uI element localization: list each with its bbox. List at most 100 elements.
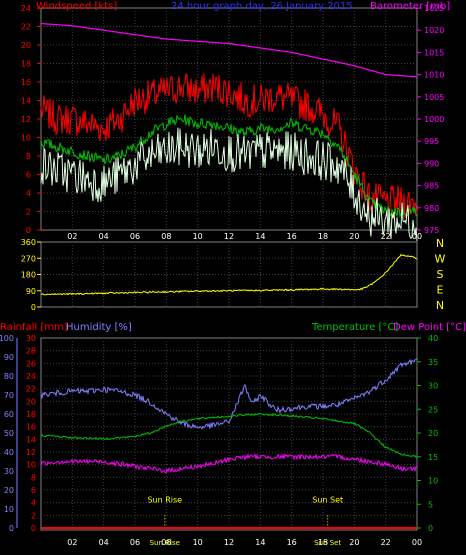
- humidity-tick: 20: [4, 486, 14, 495]
- chart-title: 24 hour graph day, 26 January 2015: [171, 1, 353, 12]
- x-tick-label: 20: [349, 232, 359, 241]
- windspeed-tick: 4: [26, 189, 31, 198]
- compass-label: E: [437, 284, 444, 297]
- compass-label: W: [435, 253, 446, 266]
- panel1-series: [40, 22, 418, 242]
- panel1-x-tick-labels: 02 04 06 08 10 12 14 16 18 20 22 00: [67, 232, 422, 241]
- windspeed-tick: 16: [21, 78, 31, 87]
- humidity-tick: 80: [4, 372, 14, 381]
- humidity-tick: 30: [4, 467, 14, 476]
- humidity-tick: 10: [4, 505, 14, 514]
- temperature-tick-labels: 0 5 10 15 20 25 30 35 40: [428, 334, 438, 533]
- x-tick-label: 02: [67, 538, 77, 547]
- direction-tick-labels: 0 90 180 270 360: [21, 238, 36, 312]
- panel3-x-tick-labels: 02 04 06 08 10 12 14 16 18 20 22 00: [67, 538, 422, 547]
- temperature-tick: 20: [428, 429, 438, 438]
- x-tick-label: 02: [67, 232, 77, 241]
- compass-label: S: [437, 268, 444, 281]
- windspeed-axis-label: Windspeed [kts]: [36, 1, 117, 12]
- temperature-tick: 5: [428, 500, 433, 509]
- temperature-tick: 0: [428, 524, 433, 533]
- barometer-tick: 985: [424, 182, 439, 191]
- rainfall-tick: 2: [31, 511, 36, 520]
- humidity-axis-label: Humidity [%]: [66, 322, 132, 333]
- x-tick-label: 10: [193, 538, 203, 547]
- windspeed-tick: 6: [26, 171, 31, 180]
- panel1-grid: [37, 7, 421, 231]
- panel1-series-line: [40, 73, 418, 218]
- sun-annotation-bottom-label: Sun Set: [314, 539, 341, 547]
- x-tick-label: 10: [193, 232, 203, 241]
- x-tick-label: 14: [255, 232, 265, 241]
- sun-annotation-label: Sun Rise: [147, 496, 182, 505]
- rainfall-tick: 4: [31, 499, 36, 508]
- humidity-tick-labels: 0 10 20 30 40 50 60 70 80 90 100: [0, 334, 14, 533]
- rainfall-tick: 28: [26, 347, 36, 356]
- temperature-tick: 10: [428, 477, 438, 486]
- x-tick-label: 14: [255, 538, 265, 547]
- windspeed-tick: 14: [21, 97, 31, 106]
- temperature-tick: 35: [428, 358, 438, 367]
- compass-label: N: [436, 299, 444, 312]
- humidity-tick: 100: [0, 334, 14, 343]
- compass-label: N: [436, 237, 444, 250]
- rainfall-tick: 22: [26, 385, 36, 394]
- x-tick-label: 20: [349, 538, 359, 547]
- windspeed-tick: 24: [21, 4, 31, 13]
- rainfall-tick: 6: [31, 486, 36, 495]
- sun-annotation-label: Sun Set: [312, 496, 343, 505]
- panel3-series-line: [40, 452, 418, 474]
- rainfall-tick: 30: [26, 334, 36, 343]
- rainfall-tick: 12: [26, 448, 36, 457]
- rainfall-tick: 0: [31, 524, 36, 533]
- rainfall-tick: 24: [26, 372, 36, 381]
- humidity-tick: 60: [4, 410, 14, 419]
- windspeed-tick: 0: [26, 226, 31, 235]
- panel1-series-line: [40, 22, 418, 78]
- barometer-tick: 975: [424, 226, 439, 235]
- panel2-grid: [37, 241, 417, 308]
- x-tick-label: 12: [224, 538, 234, 547]
- temperature-tick: 30: [428, 382, 438, 391]
- x-tick-label: 00: [412, 538, 422, 547]
- panel3-grid: [16, 337, 421, 529]
- barometer-tick: 1025: [424, 4, 444, 13]
- temperature-axis-label: Temperature [°C]: [311, 322, 398, 333]
- x-tick-label: 06: [130, 538, 140, 547]
- barometer-tick: 1015: [424, 48, 444, 57]
- humidity-tick: 40: [4, 448, 14, 457]
- sun-annotations: Sun Rise Sun Rise Sun Set Sun Set: [147, 496, 343, 547]
- direction-tick: 0: [31, 303, 36, 312]
- barometer-tick: 990: [424, 159, 439, 168]
- rainfall-tick: 18: [26, 410, 36, 419]
- windspeed-tick: 20: [21, 41, 31, 50]
- temperature-tick: 40: [428, 334, 438, 343]
- windspeed-tick: 10: [21, 134, 31, 143]
- panel1-series-line: [40, 114, 418, 218]
- direction-tick: 360: [21, 238, 36, 247]
- x-tick-label: 18: [318, 538, 328, 547]
- humidity-tick: 0: [9, 524, 14, 533]
- humidity-tick: 50: [4, 429, 14, 438]
- x-tick-label: 12: [224, 232, 234, 241]
- rainfall-tick: 10: [26, 461, 36, 470]
- panel2-series: [40, 253, 418, 296]
- barometer-tick: 980: [424, 204, 439, 213]
- windspeed-tick: 22: [21, 23, 31, 32]
- rainfall-tick: 20: [26, 397, 36, 406]
- barometer-axis-label: Barometer [mb]: [370, 1, 450, 12]
- humidity-tick: 90: [4, 353, 14, 362]
- panel3-series-line: [40, 412, 418, 459]
- barometer-tick: 1020: [424, 26, 444, 35]
- direction-tick: 90: [26, 287, 36, 296]
- x-tick-label: 08: [161, 538, 171, 547]
- rainfall-tick: 16: [26, 423, 36, 432]
- x-tick-label: 08: [161, 232, 171, 241]
- dewpoint-axis-label: Dew Point [°C]: [393, 322, 466, 333]
- humidity-tick: 70: [4, 391, 14, 400]
- panel3-series-line: [40, 358, 418, 430]
- temperature-tick: 15: [428, 453, 438, 462]
